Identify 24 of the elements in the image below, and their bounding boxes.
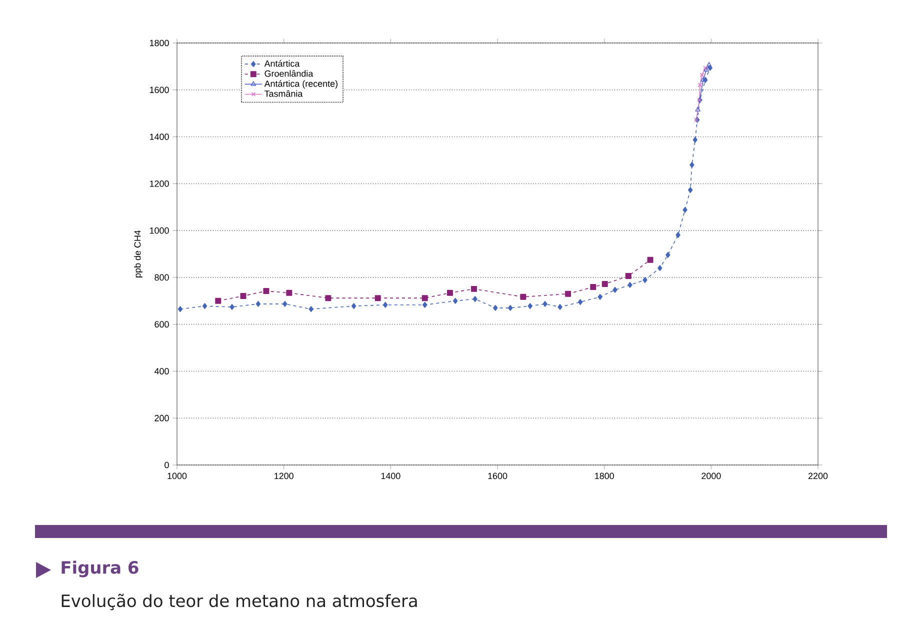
legend-label: Antártica xyxy=(264,60,300,67)
y-axis-title: ppb de CH4 xyxy=(134,230,142,278)
y-tick-label: 1000 xyxy=(150,227,169,234)
x-tick-label: 2200 xyxy=(808,472,828,480)
x-tick-label: 1200 xyxy=(274,472,294,480)
y-tick-label: 200 xyxy=(154,414,169,422)
legend-label: Tasmânia xyxy=(264,90,303,97)
x-tick-label: 1000 xyxy=(168,472,187,480)
y-tick-label: 0 xyxy=(164,462,169,468)
legend-label: Antártica (recente) xyxy=(264,80,338,89)
text: Figura 6 xyxy=(62,560,138,578)
y-tick-label: 1600 xyxy=(150,86,169,94)
x-tick-label: 1400 xyxy=(381,472,400,480)
legend-label: Groenlândia xyxy=(264,70,314,77)
y-tick-label: 1800 xyxy=(150,40,169,46)
y-tick-label: 1200 xyxy=(150,180,169,187)
y-tick-label: 1400 xyxy=(150,134,169,140)
x-tick-label: 1800 xyxy=(595,472,614,480)
y-tick-label: 800 xyxy=(154,274,169,281)
text: Evolução do teor de metano na atmosfera xyxy=(62,594,417,610)
x-tick-label: 1600 xyxy=(488,472,508,480)
y-tick-label: 600 xyxy=(154,321,169,328)
y-tick-label: 400 xyxy=(154,368,169,374)
x-tick-label: 2000 xyxy=(702,472,721,480)
